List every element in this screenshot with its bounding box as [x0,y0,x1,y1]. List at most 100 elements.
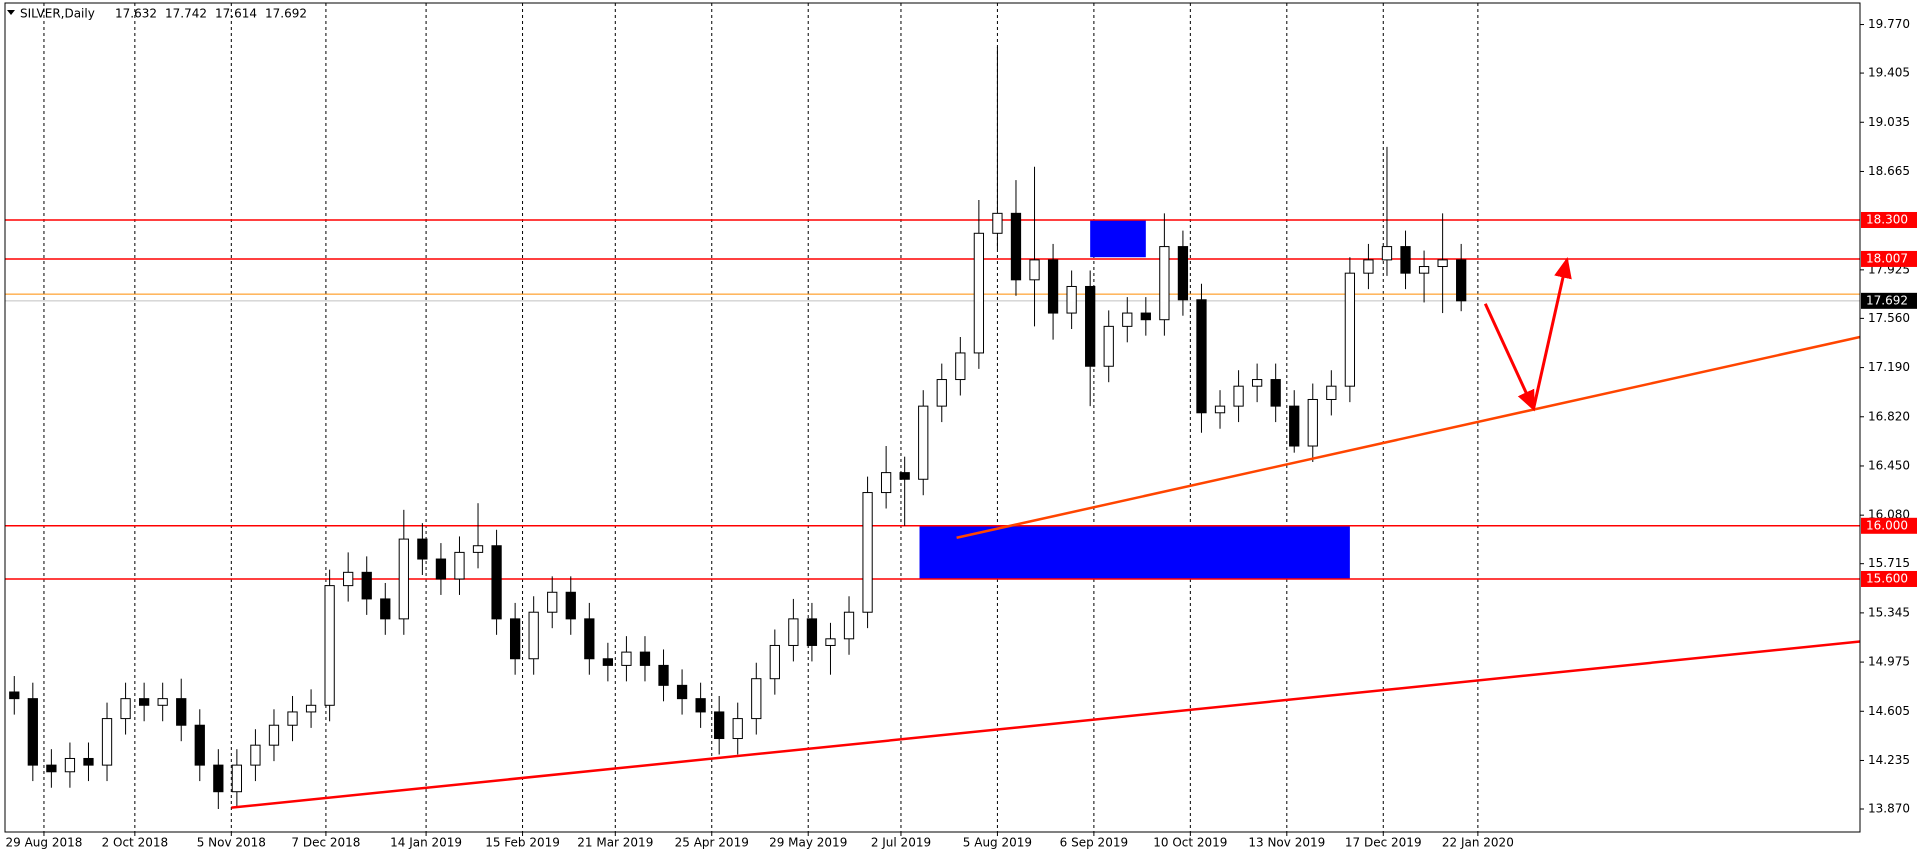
candle-body [1289,405,1300,447]
y-tick-label: 17.560 [1868,311,1910,325]
candle-body [714,711,725,740]
candle-body [825,638,836,646]
candle-body [1159,246,1170,321]
x-tick-label: 2 Jul 2019 [871,836,931,850]
candle-body [862,492,873,613]
arrow [1483,303,1535,412]
y-tick-label: 19.770 [1868,17,1910,31]
x-tick-label: 10 Oct 2019 [1153,836,1227,850]
x-tick-label: 2 Oct 2018 [102,836,169,850]
candle-body [491,545,502,620]
price-label-box [1861,570,1917,587]
candle-body [806,618,818,646]
y-tick-label: 13.870 [1868,801,1910,815]
candle-body [231,764,243,793]
trendline [956,335,1861,539]
candle-body [9,691,20,700]
candle-body [194,724,205,766]
candle-body [584,618,595,660]
close-value: 17.692 [265,7,307,21]
y-tick-label: 15.715 [1868,556,1910,570]
price-label-box [1861,292,1917,309]
x-tick-label: 22 Jan 2020 [1442,836,1514,850]
candle-body [398,538,409,620]
y-tick-label: 15.345 [1868,605,1910,619]
plot-area [5,3,1861,832]
plot-frame [4,2,1861,833]
candle-body [361,571,372,600]
candle-body [250,744,261,766]
candle-body [565,591,576,620]
candle-body [955,352,966,381]
candle-body [138,698,150,706]
candle-body [992,212,1003,234]
candle-body [157,698,168,706]
candle-body [1251,379,1263,387]
x-tick-label: 25 Apr 2019 [675,836,749,850]
candle-body [639,651,651,666]
candle-body [1214,405,1226,414]
candle-body [751,678,762,720]
high-value: 17.742 [165,7,207,21]
candle-body [1029,259,1040,281]
candle-body [1456,259,1467,302]
price-label: 18.007 [1866,251,1908,265]
zone [919,525,1350,579]
open-value: 17.632 [115,7,157,21]
candle-body [1437,259,1448,268]
candle-body [1344,272,1356,387]
price-label: 17.692 [1866,293,1908,307]
menu-triangle [7,10,15,15]
candle-body [27,698,38,766]
candle-body [602,658,614,666]
candle-body [676,684,688,700]
candle-body [454,551,465,580]
x-tick-label: 17 Dec 2019 [1345,836,1422,850]
y-tick-label: 14.235 [1868,753,1910,767]
candle-body [1326,385,1337,400]
candle-body [343,571,354,587]
y-tick-label: 19.405 [1868,66,1910,80]
candle-body [899,472,910,480]
candle-body [435,558,447,580]
candle-body [120,698,131,720]
candle-body [1010,212,1022,281]
candle-body [621,651,632,666]
x-tick-label: 6 Sep 2019 [1060,836,1128,850]
candle-body [1085,285,1096,367]
candle-body [880,472,892,494]
candle-body [973,232,985,354]
chart-title: SILVER,Daily [20,7,95,21]
candle-body [1140,312,1151,321]
candle-body [1196,299,1207,414]
y-tick-label: 18.665 [1868,164,1910,178]
x-tick-label: 21 Mar 2019 [577,836,653,850]
candle-body [732,718,743,740]
candle-body [1103,325,1114,367]
x-tick-label: 5 Aug 2019 [963,836,1032,850]
y-tick-label: 14.605 [1868,704,1910,718]
candle-body [380,598,391,620]
candle-body [472,545,484,553]
candle-body [547,591,558,613]
price-label-box [1861,250,1917,267]
price-label: 18.300 [1866,212,1908,226]
candle-body [1047,259,1059,314]
candle-body [417,538,428,560]
candle-body [46,764,57,773]
x-tick-label: 5 Nov 2018 [197,836,266,850]
price-label-box [1861,517,1917,534]
x-tick-label: 15 Feb 2019 [485,836,560,850]
trendline [231,640,1861,809]
candle-body [324,585,335,706]
candle-body [528,611,539,660]
candle-body [268,724,280,746]
candle-body [1363,259,1374,274]
y-tick-label: 14.975 [1868,655,1910,669]
candle-body [83,757,94,766]
candle-body [843,611,855,640]
zone [1090,219,1146,258]
x-tick-label: 7 Dec 2018 [291,836,360,850]
